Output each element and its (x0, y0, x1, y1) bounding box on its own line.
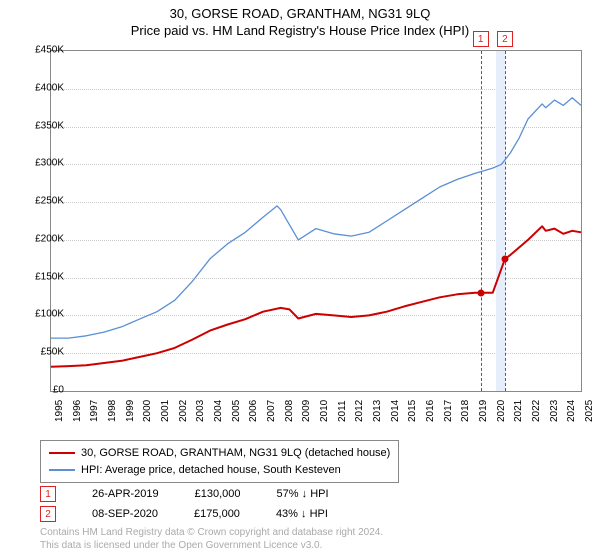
chart-container: 30, GORSE ROAD, GRANTHAM, NG31 9LQ Price… (0, 0, 600, 560)
x-tick-label: 1999 (125, 402, 136, 422)
y-tick-label: £300K (14, 158, 64, 169)
series-svg (51, 51, 581, 391)
x-tick-label: 2005 (231, 402, 242, 422)
marker-table: 1 26-APR-2019 £130,000 57% ↓ HPI 2 08-SE… (40, 484, 329, 524)
x-tick-label: 2020 (496, 402, 507, 422)
y-tick-label: £0 (14, 385, 64, 396)
series-hpi (51, 98, 581, 338)
x-tick-label: 2007 (266, 402, 277, 422)
x-tick-label: 2022 (531, 402, 542, 422)
x-tick-label: 1998 (107, 402, 118, 422)
x-tick-label: 2003 (195, 402, 206, 422)
series-price_paid (51, 226, 581, 366)
legend-item-hpi: HPI: Average price, detached house, Sout… (49, 462, 390, 479)
x-tick-label: 2006 (248, 402, 259, 422)
x-tick-label: 2015 (407, 402, 418, 422)
marker-pct: 57% ↓ HPI (277, 488, 329, 500)
legend-label: 30, GORSE ROAD, GRANTHAM, NG31 9LQ (deta… (81, 445, 390, 462)
marker-id-box: 2 (40, 506, 56, 522)
x-tick-label: 2010 (319, 402, 330, 422)
event-marker: 1 (473, 31, 489, 47)
y-tick-label: £200K (14, 233, 64, 244)
x-tick-label: 2017 (443, 402, 454, 422)
marker-date: 08-SEP-2020 (92, 508, 158, 520)
attribution-line2: This data is licensed under the Open Gov… (40, 539, 383, 552)
x-tick-label: 2001 (160, 402, 171, 422)
y-tick-label: £50K (14, 347, 64, 358)
legend-label: HPI: Average price, detached house, Sout… (81, 462, 341, 479)
marker-date: 26-APR-2019 (92, 488, 159, 500)
legend: 30, GORSE ROAD, GRANTHAM, NG31 9LQ (deta… (40, 440, 399, 483)
y-tick-label: £350K (14, 120, 64, 131)
legend-swatch (49, 469, 75, 471)
x-tick-label: 2025 (584, 402, 595, 422)
x-tick-label: 2000 (142, 402, 153, 422)
x-tick-label: 2019 (478, 402, 489, 422)
x-tick-label: 2013 (372, 402, 383, 422)
plot-area: 12 (50, 50, 582, 392)
event-marker: 2 (497, 31, 513, 47)
attribution-line1: Contains HM Land Registry data © Crown c… (40, 526, 383, 539)
x-tick-label: 2009 (301, 402, 312, 422)
attribution: Contains HM Land Registry data © Crown c… (40, 526, 383, 552)
y-tick-label: £150K (14, 271, 64, 282)
y-tick-label: £400K (14, 82, 64, 93)
x-tick-label: 2012 (354, 402, 365, 422)
x-tick-label: 2002 (178, 402, 189, 422)
x-tick-label: 2011 (337, 402, 348, 422)
x-tick-label: 1997 (89, 402, 100, 422)
marker-row-1: 1 26-APR-2019 £130,000 57% ↓ HPI (40, 484, 329, 504)
y-tick-label: £450K (14, 45, 64, 56)
x-tick-label: 2014 (390, 402, 401, 422)
y-tick-label: £250K (14, 196, 64, 207)
x-tick-label: 2016 (425, 402, 436, 422)
marker-id-box: 1 (40, 486, 56, 502)
legend-swatch (49, 452, 75, 454)
x-tick-label: 2018 (460, 402, 471, 422)
marker-row-2: 2 08-SEP-2020 £175,000 43% ↓ HPI (40, 504, 329, 524)
marker-price: £175,000 (194, 508, 240, 520)
y-tick-label: £100K (14, 309, 64, 320)
legend-item-price-paid: 30, GORSE ROAD, GRANTHAM, NG31 9LQ (deta… (49, 445, 390, 462)
x-tick-label: 1996 (72, 402, 83, 422)
x-tick-label: 2004 (213, 402, 224, 422)
x-tick-label: 2021 (513, 402, 524, 422)
marker-price: £130,000 (195, 488, 241, 500)
x-tick-label: 2024 (566, 402, 577, 422)
title-main: 30, GORSE ROAD, GRANTHAM, NG31 9LQ (0, 6, 600, 21)
x-tick-label: 1995 (54, 402, 65, 422)
x-tick-label: 2023 (549, 402, 560, 422)
marker-pct: 43% ↓ HPI (276, 508, 328, 520)
x-tick-label: 2008 (284, 402, 295, 422)
